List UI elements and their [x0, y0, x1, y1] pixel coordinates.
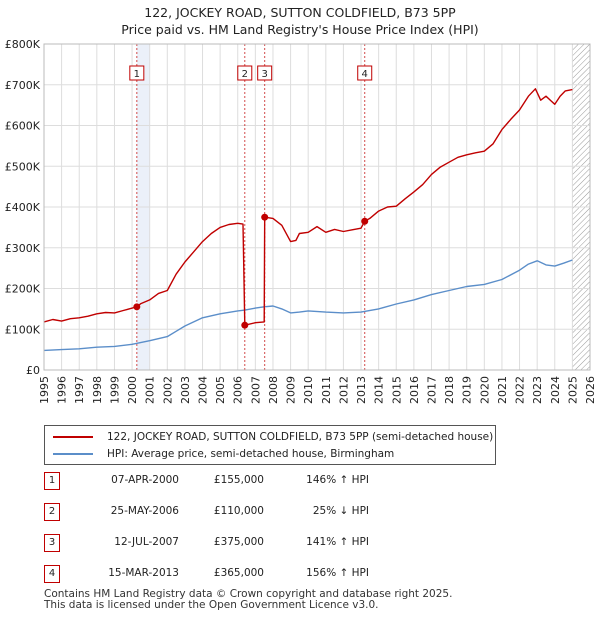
property-price-line: [43, 88, 573, 326]
legend-swatch-property: [53, 436, 93, 438]
x-tick-label: 2026: [584, 376, 597, 404]
x-tick-label: 2013: [355, 376, 368, 404]
x-tick-label: 2004: [197, 376, 210, 404]
legend-label-property: 122, JOCKEY ROAD, SUTTON COLDFIELD, B73 …: [107, 431, 494, 443]
sale-price: £375,000: [213, 536, 264, 548]
y-tick-label: £700K: [5, 79, 41, 92]
y-tick-label: £200K: [5, 283, 41, 296]
x-tick-label: 2005: [214, 376, 227, 404]
y-tick-label: £800K: [5, 38, 41, 51]
x-tick-label: 2011: [320, 376, 333, 404]
x-tick-label: 2010: [302, 376, 315, 404]
chart-legend: 122, JOCKEY ROAD, SUTTON COLDFIELD, B73 …: [44, 425, 496, 465]
sale-number-badge: 2: [44, 503, 60, 521]
x-tick-label: 2012: [337, 376, 350, 404]
sale-price: £155,000: [213, 474, 264, 486]
sale-price: £365,000: [213, 567, 264, 579]
hpi-line: [43, 259, 573, 352]
sale-marker-box: [257, 65, 273, 81]
x-tick-label: 2023: [531, 376, 544, 404]
plot-frame: [43, 43, 591, 371]
x-tick-label: 2003: [179, 376, 192, 404]
sale-point: [133, 303, 141, 311]
legend-item-property: 122, JOCKEY ROAD, SUTTON COLDFIELD, B73 …: [53, 429, 493, 445]
x-tick-label: 2000: [126, 376, 139, 404]
sale-date: 12-JUL-2007: [114, 536, 179, 548]
sale-number-badge: 3: [44, 534, 60, 552]
y-tick-label: £300K: [5, 242, 41, 255]
sale-marker-box: [129, 65, 145, 81]
footer-line1: Contains HM Land Registry data © Crown c…: [44, 588, 453, 600]
y-tick-label: £400K: [5, 201, 41, 214]
footer-attribution: Contains HM Land Registry data © Crown c…: [44, 589, 452, 611]
sale-hpi-change: 25% ↓ HPI: [312, 505, 369, 517]
x-tick-label: 2002: [161, 376, 174, 404]
footer-line2: This data is licensed under the Open Gov…: [44, 599, 379, 611]
x-tick-label: 2006: [232, 376, 245, 404]
x-tick-label: 2016: [408, 376, 421, 404]
sale-hpi-change: 156% ↑ HPI: [306, 567, 369, 579]
x-tick-label: 2009: [285, 376, 298, 404]
sale-marker-label: 2: [242, 69, 248, 80]
chart-title: 122, JOCKEY ROAD, SUTTON COLDFIELD, B73 …: [0, 4, 600, 38]
y-tick-label: £600K: [5, 120, 41, 133]
sale-price: £110,000: [213, 505, 264, 517]
sale-date: 15-MAR-2013: [108, 567, 179, 579]
table-row: 1 07-APR-2000 £155,000 146% ↑ HPI: [44, 472, 404, 492]
legend-swatch-hpi: [53, 453, 93, 455]
y-tick-label: £100K: [5, 323, 41, 336]
sale-marker-box: [357, 65, 373, 81]
legend-label-hpi: HPI: Average price, semi-detached house,…: [107, 448, 395, 460]
y-tick-label: £0: [26, 364, 40, 377]
x-tick-label: 2021: [496, 376, 509, 404]
x-tick-label: 2008: [267, 376, 280, 404]
x-tick-label: 1997: [73, 376, 86, 404]
x-tick-label: 1998: [91, 376, 104, 404]
x-tick-label: 1995: [38, 376, 51, 404]
sale-point: [261, 213, 269, 221]
sale-marker-label: 4: [362, 69, 368, 80]
table-row: 2 25-MAY-2006 £110,000 25% ↓ HPI: [44, 503, 404, 523]
table-row: 4 15-MAR-2013 £365,000 156% ↑ HPI: [44, 565, 404, 585]
legend-item-hpi: HPI: Average price, semi-detached house,…: [53, 446, 394, 462]
sale-date: 07-APR-2000: [111, 474, 179, 486]
x-tick-label: 2017: [425, 376, 438, 404]
x-tick-label: 2022: [514, 376, 527, 404]
x-tick-label: 2025: [566, 376, 579, 404]
x-tick-label: 1996: [56, 376, 69, 404]
x-tick-label: 2018: [443, 376, 456, 404]
chart-title-line2: Price paid vs. HM Land Registry's House …: [121, 22, 479, 37]
price-chart: 1 2 3 4 £0 £100K £200K £300K £400K £500K £600K £70…: [5, 38, 597, 404]
x-tick-label: 2001: [144, 376, 157, 404]
x-tick-label: 2024: [549, 376, 562, 404]
x-tick-label: 2007: [249, 376, 262, 404]
x-tick-label: 2019: [461, 376, 474, 404]
sale-hpi-change: 146% ↑ HPI: [306, 474, 369, 486]
x-tick-label: 2014: [373, 376, 386, 404]
sale-hpi-change: 141% ↑ HPI: [306, 536, 369, 548]
sale-date: 25-MAY-2006: [110, 505, 179, 517]
sale-point: [361, 217, 369, 225]
sale-marker-label: 3: [262, 69, 268, 80]
table-row: 3 12-JUL-2007 £375,000 141% ↑ HPI: [44, 534, 404, 554]
x-tick-label: 2015: [390, 376, 403, 404]
sale-marker-label: 1: [134, 69, 140, 80]
sale-number-badge: 4: [44, 565, 60, 583]
sale-marker-box: [237, 65, 253, 81]
y-tick-label: £500K: [5, 160, 41, 173]
x-tick-label: 1999: [108, 376, 121, 404]
chart-title-line1: 122, JOCKEY ROAD, SUTTON COLDFIELD, B73 …: [144, 5, 456, 20]
sale-number-badge: 1: [44, 472, 60, 490]
x-tick-label: 2020: [478, 376, 491, 404]
sale-point: [241, 321, 249, 329]
